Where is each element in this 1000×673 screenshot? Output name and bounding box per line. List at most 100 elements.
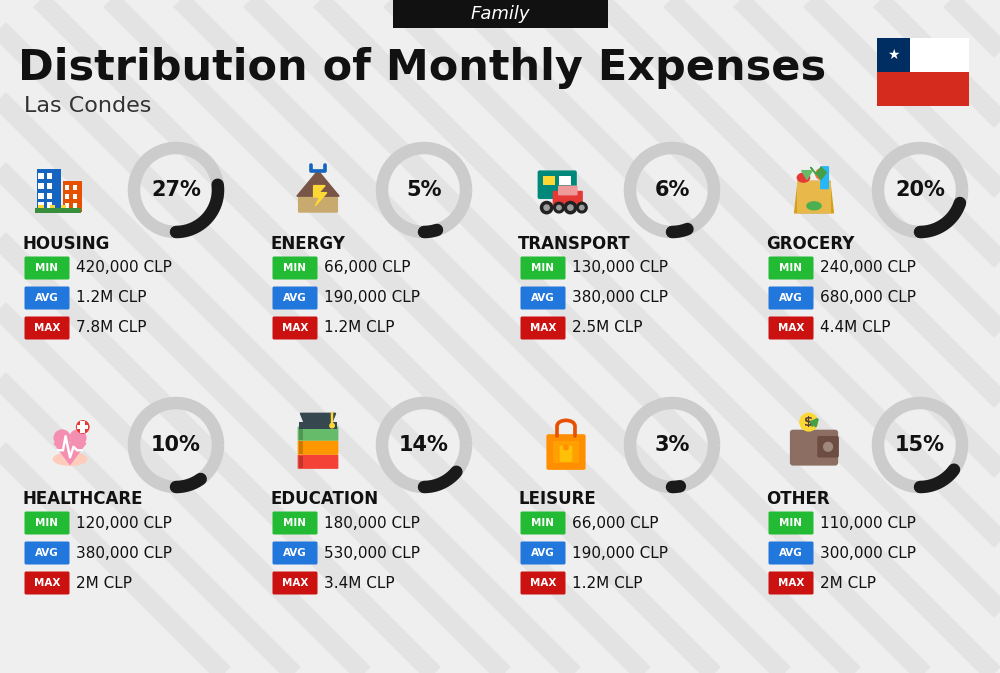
- FancyBboxPatch shape: [272, 542, 318, 565]
- Text: AVG: AVG: [283, 548, 307, 558]
- Text: OTHER: OTHER: [766, 490, 830, 508]
- FancyBboxPatch shape: [272, 511, 318, 534]
- FancyBboxPatch shape: [768, 316, 814, 339]
- FancyBboxPatch shape: [35, 209, 81, 213]
- FancyBboxPatch shape: [272, 287, 318, 310]
- FancyBboxPatch shape: [768, 542, 814, 565]
- FancyBboxPatch shape: [520, 571, 566, 594]
- Text: 120,000 CLP: 120,000 CLP: [76, 516, 172, 530]
- Text: 27%: 27%: [151, 180, 201, 200]
- Polygon shape: [810, 167, 826, 180]
- Text: 2.5M CLP: 2.5M CLP: [572, 320, 642, 336]
- FancyBboxPatch shape: [73, 194, 77, 199]
- Text: MAX: MAX: [530, 578, 556, 588]
- FancyBboxPatch shape: [520, 256, 566, 279]
- FancyBboxPatch shape: [299, 441, 303, 454]
- FancyBboxPatch shape: [520, 316, 566, 339]
- Text: 14%: 14%: [399, 435, 449, 455]
- FancyBboxPatch shape: [24, 256, 70, 279]
- Circle shape: [577, 203, 587, 213]
- Text: 420,000 CLP: 420,000 CLP: [76, 260, 172, 275]
- FancyBboxPatch shape: [543, 176, 555, 184]
- FancyBboxPatch shape: [65, 194, 69, 199]
- FancyBboxPatch shape: [65, 185, 69, 190]
- FancyBboxPatch shape: [47, 203, 52, 209]
- FancyBboxPatch shape: [520, 542, 566, 565]
- Circle shape: [557, 205, 561, 210]
- Text: MIN: MIN: [284, 263, 306, 273]
- FancyBboxPatch shape: [546, 434, 586, 470]
- FancyBboxPatch shape: [768, 511, 814, 534]
- Text: 2M CLP: 2M CLP: [820, 575, 876, 590]
- FancyBboxPatch shape: [73, 185, 77, 190]
- Circle shape: [568, 205, 573, 210]
- Text: 380,000 CLP: 380,000 CLP: [572, 291, 668, 306]
- FancyBboxPatch shape: [910, 38, 969, 72]
- FancyBboxPatch shape: [299, 422, 337, 429]
- Text: GROCERY: GROCERY: [766, 235, 854, 253]
- Ellipse shape: [53, 453, 87, 465]
- Text: EDUCATION: EDUCATION: [270, 490, 378, 508]
- Text: MIN: MIN: [532, 263, 554, 273]
- Text: MAX: MAX: [34, 578, 60, 588]
- FancyBboxPatch shape: [24, 316, 70, 339]
- FancyBboxPatch shape: [37, 169, 61, 211]
- FancyBboxPatch shape: [24, 511, 70, 534]
- FancyBboxPatch shape: [38, 205, 44, 209]
- Ellipse shape: [824, 442, 832, 451]
- FancyBboxPatch shape: [65, 203, 69, 208]
- Text: MAX: MAX: [530, 323, 556, 333]
- FancyBboxPatch shape: [768, 287, 814, 310]
- FancyBboxPatch shape: [553, 441, 579, 464]
- FancyBboxPatch shape: [877, 38, 910, 72]
- Text: 15%: 15%: [895, 435, 945, 455]
- Ellipse shape: [800, 413, 818, 431]
- FancyBboxPatch shape: [272, 571, 318, 594]
- Text: ★: ★: [887, 48, 900, 62]
- Text: MAX: MAX: [282, 578, 308, 588]
- Text: 1.2M CLP: 1.2M CLP: [324, 320, 394, 336]
- FancyBboxPatch shape: [38, 183, 44, 189]
- Text: HEALTHCARE: HEALTHCARE: [22, 490, 143, 508]
- FancyBboxPatch shape: [38, 203, 44, 209]
- Text: 180,000 CLP: 180,000 CLP: [324, 516, 420, 530]
- FancyBboxPatch shape: [80, 421, 85, 433]
- FancyBboxPatch shape: [77, 425, 88, 429]
- Text: 1.2M CLP: 1.2M CLP: [572, 575, 642, 590]
- FancyBboxPatch shape: [560, 446, 572, 462]
- Polygon shape: [297, 171, 339, 196]
- Ellipse shape: [797, 173, 810, 182]
- Text: 6%: 6%: [654, 180, 690, 200]
- Text: 2M CLP: 2M CLP: [76, 575, 132, 590]
- FancyBboxPatch shape: [73, 203, 77, 208]
- Text: 4.4M CLP: 4.4M CLP: [820, 320, 891, 336]
- Text: 7.8M CLP: 7.8M CLP: [76, 320, 146, 336]
- Text: 240,000 CLP: 240,000 CLP: [820, 260, 916, 275]
- Text: TRANSPORT: TRANSPORT: [518, 235, 631, 253]
- Circle shape: [540, 201, 553, 214]
- FancyBboxPatch shape: [50, 205, 55, 209]
- FancyBboxPatch shape: [24, 542, 70, 565]
- Ellipse shape: [77, 421, 89, 433]
- Text: 10%: 10%: [151, 435, 201, 455]
- Text: Distribution of Monthly Expenses: Distribution of Monthly Expenses: [18, 47, 826, 89]
- Circle shape: [544, 205, 549, 210]
- FancyBboxPatch shape: [24, 571, 70, 594]
- Text: $: $: [804, 416, 813, 429]
- Ellipse shape: [807, 202, 821, 210]
- Polygon shape: [299, 172, 337, 212]
- Text: 680,000 CLP: 680,000 CLP: [820, 291, 916, 306]
- Text: 1.2M CLP: 1.2M CLP: [76, 291, 146, 306]
- FancyBboxPatch shape: [298, 441, 338, 455]
- Circle shape: [580, 205, 584, 210]
- FancyBboxPatch shape: [81, 423, 84, 431]
- FancyBboxPatch shape: [558, 186, 578, 195]
- FancyBboxPatch shape: [47, 183, 52, 189]
- Polygon shape: [802, 171, 812, 180]
- Text: MAX: MAX: [34, 323, 60, 333]
- FancyBboxPatch shape: [820, 166, 829, 189]
- FancyBboxPatch shape: [520, 287, 566, 310]
- Text: AVG: AVG: [35, 548, 59, 558]
- Text: MIN: MIN: [532, 518, 554, 528]
- FancyBboxPatch shape: [38, 173, 44, 180]
